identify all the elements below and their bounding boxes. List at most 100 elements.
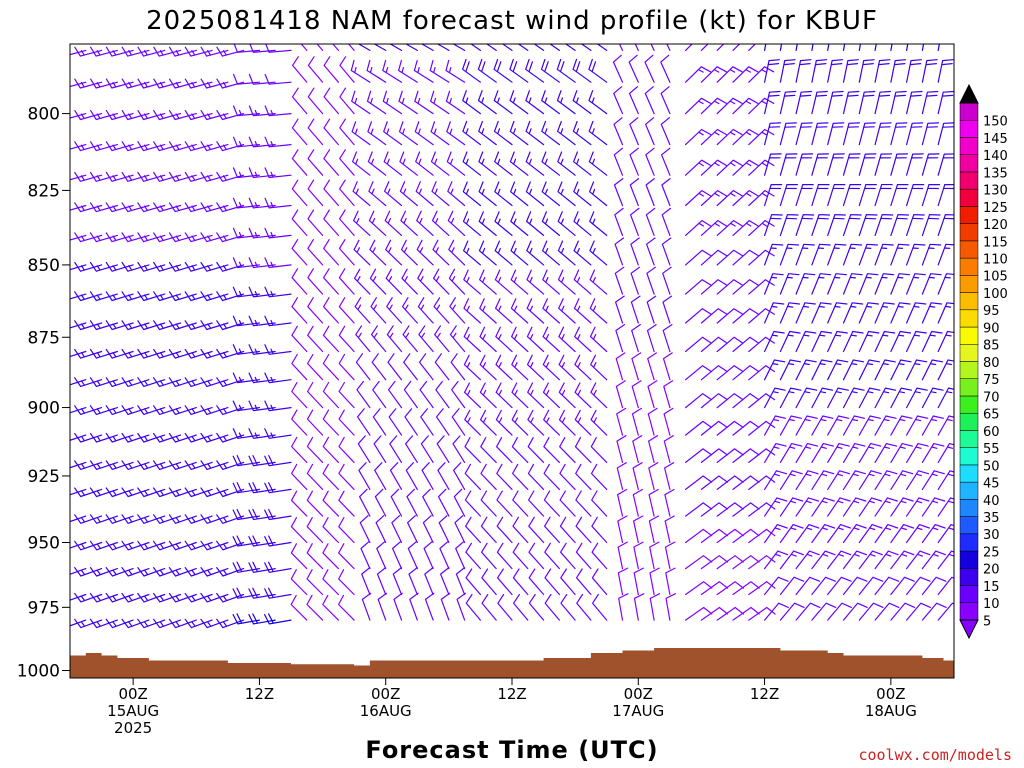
wind-barb — [618, 44, 624, 51]
wind-barb — [811, 470, 835, 490]
wind-barb — [74, 540, 103, 551]
wind-barb — [105, 348, 134, 359]
wind-barb — [574, 326, 592, 353]
wind-barb — [700, 220, 728, 236]
wind-barb — [511, 409, 529, 436]
wind-barb — [544, 516, 560, 544]
wind-barb — [89, 320, 118, 331]
wind-barb — [455, 567, 466, 596]
wind-barb — [373, 44, 387, 51]
wind-barb — [322, 594, 339, 621]
wind-barb — [748, 475, 776, 490]
wind-barb — [153, 377, 182, 387]
wind-barb — [232, 227, 260, 239]
wind-barb — [573, 211, 592, 236]
wind-barb — [407, 541, 418, 570]
wind-barb — [184, 487, 213, 498]
wind-barb — [121, 567, 150, 577]
colorbar-label: 105 — [983, 270, 1008, 285]
wind-barb — [874, 387, 897, 409]
wind-barb — [665, 593, 676, 621]
wind-barb — [74, 460, 103, 470]
wind-barb — [184, 514, 213, 524]
x-tick-label: 15AUG — [107, 702, 159, 720]
wind-barb — [406, 488, 418, 517]
wind-barb — [200, 567, 229, 577]
wind-barb — [291, 239, 308, 266]
wind-barb — [264, 482, 292, 494]
credit-link[interactable]: coolwx.com/models — [858, 746, 1012, 764]
colorbar-label: 85 — [983, 339, 1000, 354]
wind-barb — [359, 488, 371, 517]
wind-barb — [248, 167, 276, 179]
wind-barb — [264, 613, 292, 625]
wind-barb — [613, 147, 624, 176]
wind-barb — [811, 153, 829, 176]
wind-barb — [495, 409, 513, 436]
wind-barb — [322, 325, 339, 353]
wind-barb — [666, 44, 671, 51]
wind-barb — [858, 330, 880, 353]
wind-barb — [827, 243, 847, 266]
wind-barb — [557, 240, 576, 266]
wind-barb — [572, 120, 592, 146]
wind-barb — [449, 325, 466, 353]
colorbar-cell — [959, 412, 979, 431]
wind-barb — [232, 257, 260, 269]
wind-barb — [732, 128, 759, 146]
wind-barb — [716, 44, 725, 51]
wind-barb — [478, 181, 497, 207]
colorbar-cell — [959, 516, 979, 535]
wind-barb — [858, 470, 882, 490]
wind-barb — [937, 470, 954, 490]
wind-barb — [629, 178, 640, 207]
wind-barb — [574, 354, 592, 381]
wind-barb — [398, 90, 418, 115]
colorbar-cell — [959, 137, 979, 155]
wind-barb — [842, 550, 868, 570]
wind-barb — [357, 44, 371, 51]
wind-barb — [453, 488, 466, 517]
wind-barb — [827, 524, 851, 544]
wind-barb — [430, 90, 450, 115]
colorbar-label: 65 — [983, 408, 1000, 423]
wind-barb — [372, 380, 387, 409]
wind-barb — [633, 593, 645, 621]
wind-barb — [921, 550, 947, 570]
wind-barb — [890, 443, 913, 463]
wind-barb — [811, 576, 836, 596]
wind-barb — [137, 348, 166, 359]
colorbar-label: 40 — [983, 494, 1000, 509]
terrain-ground — [70, 648, 954, 678]
wind-barb — [70, 619, 87, 627]
colorbar-label: 10 — [983, 597, 1000, 612]
wind-barb — [465, 568, 481, 596]
colorbar-cell — [959, 257, 979, 276]
wind-barb — [685, 190, 712, 207]
wind-barb — [811, 273, 832, 295]
wind-barb — [890, 576, 915, 596]
wind-barb — [827, 359, 849, 381]
colorbar-label: 30 — [983, 528, 1000, 543]
wind-barb — [233, 105, 260, 117]
wind-barb — [937, 214, 954, 236]
wind-barb — [685, 475, 713, 490]
wind-barb — [446, 151, 466, 176]
wind-barb — [906, 122, 924, 146]
wind-barb — [842, 359, 865, 381]
wind-barb — [307, 118, 324, 146]
wind-barb — [616, 462, 627, 490]
wind-barb — [632, 488, 643, 517]
colorbar-cell — [959, 499, 979, 517]
wind-barb — [480, 437, 497, 463]
wind-barb — [748, 581, 776, 596]
wind-barb — [264, 344, 292, 355]
wind-barb — [307, 179, 324, 207]
wind-barb — [541, 211, 560, 236]
wind-barb — [542, 382, 560, 409]
wind-barb — [452, 435, 466, 463]
wind-barb — [764, 524, 788, 544]
wind-barb — [613, 86, 624, 115]
wind-barb — [633, 541, 644, 570]
wind-barb — [542, 354, 560, 381]
